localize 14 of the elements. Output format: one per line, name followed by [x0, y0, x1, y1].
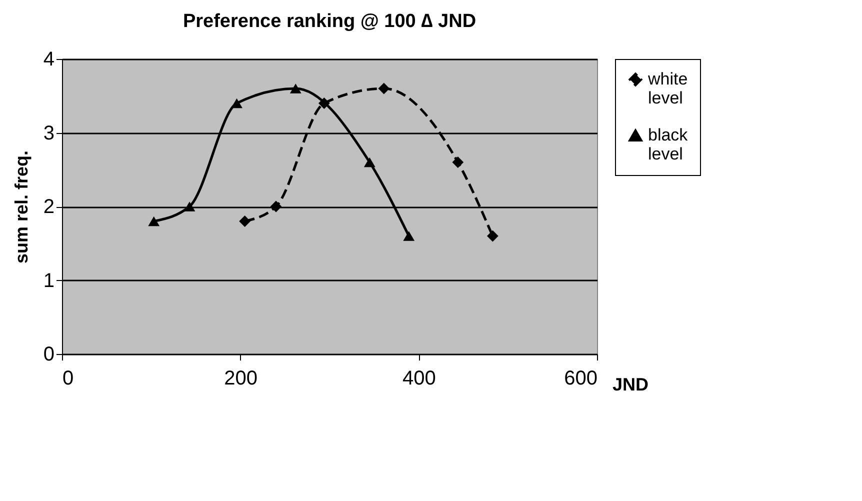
x-tick-label: 600: [564, 368, 598, 390]
x-tick-label: 400: [402, 368, 436, 390]
y-tick-label: 4: [43, 48, 54, 70]
chart-title: Preference ranking @ 100 ∆ JND: [182, 11, 476, 32]
x-axis-title: JND: [612, 374, 649, 394]
y-tick-label: 2: [43, 196, 54, 218]
y-tick-label: 0: [43, 344, 54, 366]
y-tick-label: 1: [43, 270, 54, 292]
y-axis-title: sum rel. freq.: [11, 150, 32, 264]
x-tick-label: 200: [224, 368, 258, 390]
x-tick-label: 0: [62, 368, 74, 390]
legend-label: black level: [648, 126, 688, 164]
y-tick-label: 3: [43, 122, 54, 144]
legend-label: white level: [647, 70, 688, 108]
